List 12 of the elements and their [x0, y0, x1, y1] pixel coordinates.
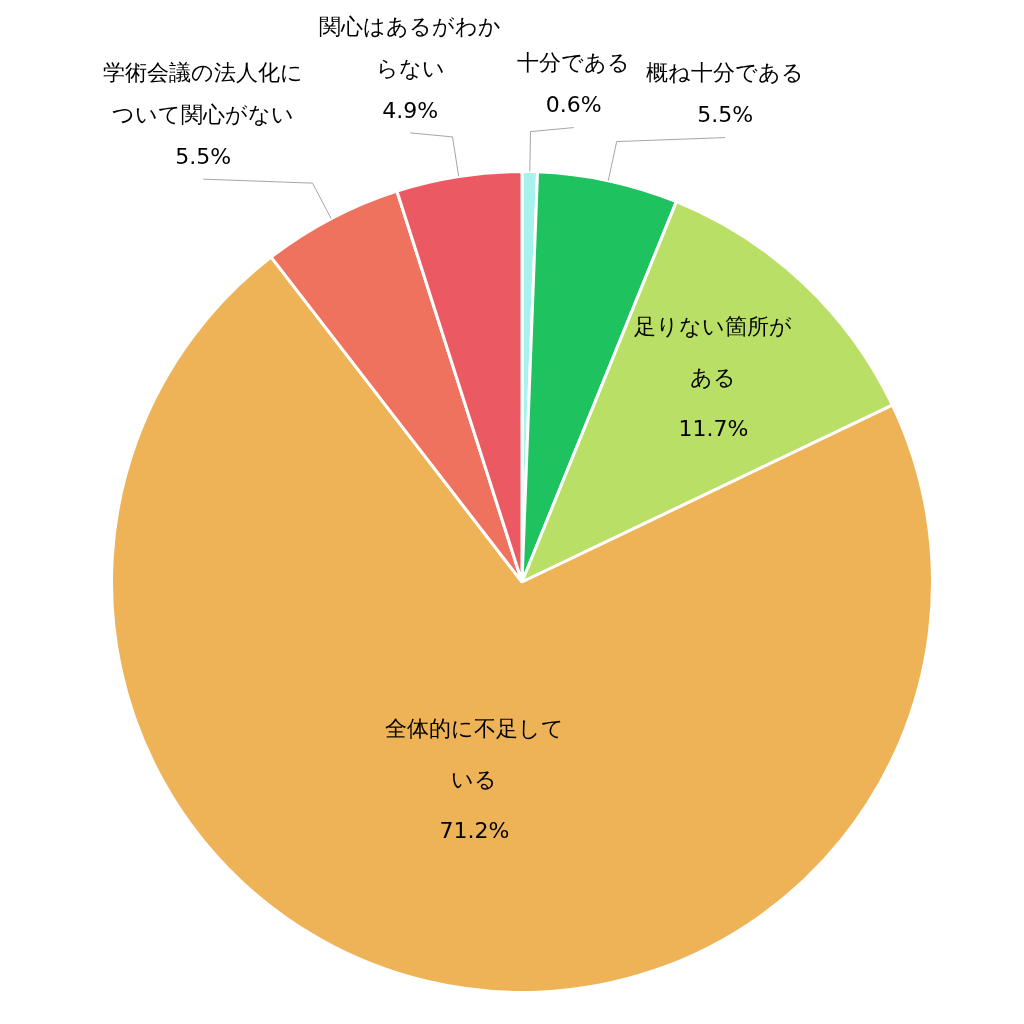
data-label: 5.5% — [175, 143, 232, 169]
slice-label: 学術会議の法人化について関心がない — [103, 59, 304, 127]
data-label: 5.5% — [697, 102, 754, 128]
slice-label: 概ね十分である — [646, 60, 805, 86]
data-label: 0.6% — [545, 92, 602, 118]
data-label: 71.2% — [439, 818, 510, 844]
slice-label: 関心はあるがわからない — [319, 13, 502, 81]
slice-label: 足りない箇所がある — [634, 313, 793, 390]
data-label: 4.9% — [382, 97, 439, 123]
slice-label: 全体的に不足している — [384, 716, 564, 793]
slice-label: 十分である — [517, 50, 631, 76]
data-label: 11.7% — [678, 415, 749, 441]
